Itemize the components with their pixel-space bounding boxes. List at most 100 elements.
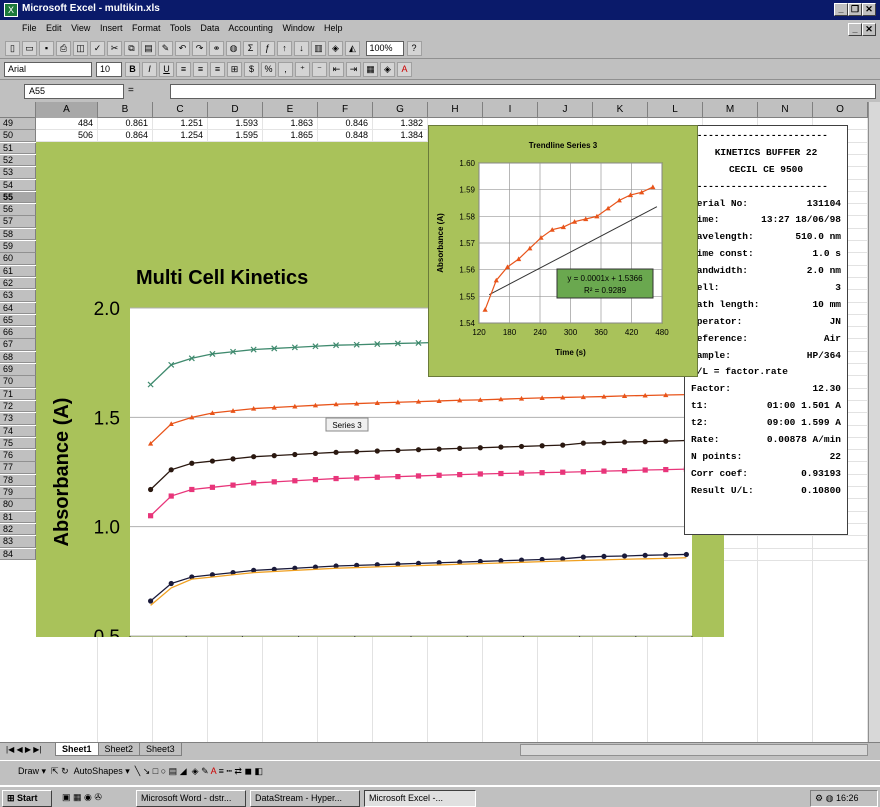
equals-icon[interactable]: = — [128, 85, 134, 96]
fill-color-draw-icon[interactable]: ◈ — [191, 766, 199, 776]
row-header-72[interactable]: 72 — [0, 400, 36, 413]
horizontal-scrollbar[interactable] — [520, 744, 868, 756]
excel-app-icon[interactable]: X — [4, 3, 18, 17]
cell-a49[interactable]: 484 — [36, 118, 98, 130]
row-header-59[interactable]: 59 — [0, 241, 36, 253]
menu-edit[interactable]: Edit — [46, 23, 62, 33]
dash-style-icon[interactable]: ┅ — [226, 766, 232, 776]
restore-icon[interactable]: ❐ — [848, 3, 862, 16]
vertical-scrollbar[interactable] — [868, 102, 880, 742]
zoom-select[interactable]: 100% — [365, 41, 404, 56]
main-chart[interactable]: 0.51.01.52.00601201802403003604204805406… — [36, 142, 724, 713]
row-header-52[interactable]: 52 — [0, 154, 36, 167]
underline-icon[interactable]: U — [159, 62, 174, 77]
cell-b49[interactable]: 0.861 — [98, 118, 153, 130]
autosum-icon[interactable]: Σ — [243, 41, 258, 56]
task-excel[interactable]: Microsoft Excel -... — [364, 790, 476, 807]
shadow-icon[interactable]: ◼ — [244, 766, 252, 776]
cell-f50[interactable]: 0.848 — [318, 130, 373, 142]
align-center-icon[interactable]: ≡ — [193, 62, 208, 77]
column-header-l[interactable]: L — [648, 102, 703, 118]
menu-format[interactable]: Format — [131, 23, 161, 33]
row-header-65[interactable]: 65 — [0, 314, 36, 327]
inset-x-axis-label[interactable]: Time (s) — [555, 348, 586, 357]
y-axis-label[interactable]: Absorbance (A) — [51, 398, 73, 547]
row-header-71[interactable]: 71 — [0, 388, 36, 401]
series-6[interactable] — [150, 557, 687, 606]
select-objects-icon[interactable]: ⇱ — [51, 766, 59, 776]
align-right-icon[interactable]: ≡ — [210, 62, 225, 77]
task-datastream[interactable]: DataStream - Hyper... — [250, 790, 360, 807]
print-icon[interactable]: ⎙ — [56, 41, 71, 56]
save-icon[interactable]: ▪ — [39, 41, 54, 56]
series-2[interactable] — [148, 391, 689, 446]
decrease-indent-icon[interactable]: ⇤ — [329, 62, 344, 77]
increase-decimal-icon[interactable]: ⁺ — [295, 62, 310, 77]
name-box[interactable]: A55 — [24, 84, 124, 99]
row-header-54[interactable]: 54 — [0, 179, 36, 191]
fill-color-icon[interactable]: ◈ — [380, 62, 395, 77]
align-left-icon[interactable]: ≡ — [176, 62, 191, 77]
row-header-80[interactable]: 80 — [0, 499, 36, 511]
column-header-h[interactable]: H — [428, 102, 483, 118]
chart-title[interactable]: Multi Cell Kinetics — [136, 267, 308, 289]
italic-icon[interactable]: I — [142, 62, 157, 77]
tab-scroll-icons[interactable]: |◀ ◀ ▶ ▶| — [6, 745, 42, 754]
new-icon[interactable]: ▯ — [5, 41, 20, 56]
menu-view[interactable]: View — [71, 23, 91, 33]
column-header-o[interactable]: O — [813, 102, 868, 118]
free-rotate-icon[interactable]: ↻ — [61, 766, 69, 776]
font-size-select[interactable]: 10 — [96, 62, 122, 77]
column-header-a[interactable]: A — [36, 102, 98, 118]
select-all-corner[interactable] — [0, 102, 36, 118]
map-icon[interactable]: ◈ — [328, 41, 343, 56]
row-header-70[interactable]: 70 — [0, 376, 36, 388]
font-color-icon[interactable]: A — [397, 62, 412, 77]
hyperlink-icon[interactable]: ⚭ — [209, 41, 224, 56]
trendline-chart[interactable]: 1.54 1.55 1.56 1.57 1.58 1.59 1.60 120 180 240 300… — [428, 125, 698, 377]
row-header-58[interactable]: 58 — [0, 228, 36, 241]
menu-accounting[interactable]: Accounting — [228, 23, 273, 33]
cut-icon[interactable]: ✂ — [107, 41, 122, 56]
percent-icon[interactable]: % — [261, 62, 276, 77]
row-header-82[interactable]: 82 — [0, 523, 36, 536]
draw-menu[interactable]: Draw — [18, 766, 40, 776]
copy-icon[interactable]: ⧉ — [124, 41, 139, 56]
cell-d49[interactable]: 1.593 — [208, 118, 263, 130]
cell-b50[interactable]: 0.864 — [98, 130, 153, 142]
rectangle-icon[interactable]: □ — [152, 766, 159, 776]
drawing-icon[interactable]: ◭ — [345, 41, 360, 56]
row-header-60[interactable]: 60 — [0, 253, 36, 265]
arrow-style-icon[interactable]: ⇄ — [234, 766, 242, 776]
row-header-64[interactable]: 64 — [0, 302, 36, 314]
column-header-b[interactable]: B — [98, 102, 153, 118]
row-header-63[interactable]: 63 — [0, 290, 36, 302]
trendline[interactable] — [488, 206, 658, 296]
redo-icon[interactable]: ↷ — [192, 41, 207, 56]
sort-ascending-icon[interactable]: ↑ — [277, 41, 292, 56]
web-toolbar-icon[interactable]: ◍ — [226, 41, 241, 56]
inset-y-axis-label[interactable]: Absorbance (A) — [436, 213, 445, 273]
oval-icon[interactable]: ○ — [160, 766, 167, 776]
paste-icon[interactable]: ▤ — [141, 41, 156, 56]
row-header-51[interactable]: 51 — [0, 142, 36, 155]
column-header-k[interactable]: K — [593, 102, 648, 118]
row-header-74[interactable]: 74 — [0, 425, 36, 437]
menu-tools[interactable]: Tools — [169, 23, 191, 33]
cell-a50[interactable]: 506 — [36, 130, 98, 142]
row-header-53[interactable]: 53 — [0, 167, 36, 179]
currency-icon[interactable]: $ — [244, 62, 259, 77]
row-header-83[interactable]: 83 — [0, 536, 36, 548]
equation-box[interactable] — [556, 268, 654, 299]
cell-e49[interactable]: 1.863 — [263, 118, 318, 130]
chart-wizard-icon[interactable]: ▥ — [311, 41, 326, 56]
task-word[interactable]: Microsoft Word - dstr... — [136, 790, 246, 807]
cell-g50[interactable]: 1.384 — [373, 130, 428, 142]
row-header-76[interactable]: 76 — [0, 450, 36, 462]
menu-data[interactable]: Data — [200, 23, 220, 33]
open-icon[interactable]: ▭ — [22, 41, 37, 56]
column-header-f[interactable]: F — [318, 102, 373, 118]
column-header-d[interactable]: D — [208, 102, 263, 118]
row-header-57[interactable]: 57 — [0, 216, 36, 228]
column-header-c[interactable]: C — [153, 102, 208, 118]
